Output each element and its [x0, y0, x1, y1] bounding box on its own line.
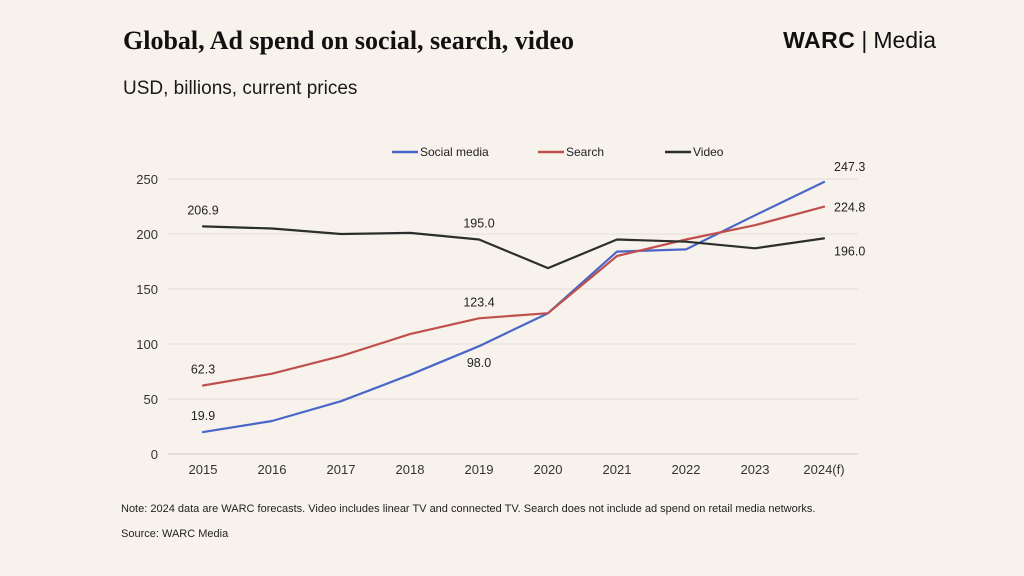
data-label-video: 195.0 — [463, 217, 494, 231]
data-label-search: 123.4 — [463, 295, 494, 309]
x-tick-label: 2023 — [741, 462, 770, 477]
series-lines — [201, 180, 826, 434]
legend: Social media Search Video — [392, 145, 724, 159]
series-line-video — [201, 225, 826, 270]
data-label-search: 62.3 — [191, 362, 215, 376]
x-tick-label: 2016 — [258, 462, 287, 477]
brand-separator: | — [861, 27, 868, 53]
y-tick-label: 0 — [151, 447, 158, 462]
legend-label-search: Search — [566, 145, 604, 159]
series-line-social-media — [201, 180, 826, 434]
x-tick-label: 2021 — [603, 462, 632, 477]
gridlines — [168, 178, 858, 455]
data-label-social-media: 247.3 — [834, 160, 865, 174]
source-note: Source: WARC Media — [121, 528, 229, 540]
legend-label-video: Video — [693, 145, 724, 159]
x-tick-label: 2017 — [327, 462, 356, 477]
brand-logo: WARC | Media — [783, 27, 936, 54]
data-labels: 19.9 98.0 247.3 62.3 123.4 224.8 206.9 195.0 196… — [187, 160, 865, 423]
y-tick-label: 250 — [136, 172, 158, 187]
data-label-search: 224.8 — [834, 201, 865, 215]
chart-title: Global, Ad spend on social, search, vide… — [123, 26, 574, 55]
x-tick-label: 2020 — [534, 462, 563, 477]
x-tick-label: 2015 — [189, 462, 218, 477]
chart-subtitle: USD, billions, current prices — [123, 78, 358, 99]
data-label-video: 206.9 — [187, 203, 218, 217]
series-line-search — [201, 205, 826, 387]
x-axis-ticks: 2015 2016 2017 2018 2019 2020 2021 2022 2023 2024… — [189, 462, 845, 477]
y-tick-label: 100 — [136, 337, 158, 352]
y-tick-label: 200 — [136, 227, 158, 242]
x-tick-label: 2022 — [672, 462, 701, 477]
brand-main: WARC — [783, 27, 856, 53]
x-tick-label: 2019 — [465, 462, 494, 477]
x-tick-label: 2018 — [396, 462, 425, 477]
legend-label-social-media: Social media — [420, 145, 489, 159]
brand-sub: Media — [873, 27, 936, 53]
footnote: Note: 2024 data are WARC forecasts. Vide… — [121, 503, 816, 515]
x-tick-label: 2024(f) — [803, 462, 844, 477]
data-label-social-media: 19.9 — [191, 409, 215, 423]
y-tick-label: 150 — [136, 282, 158, 297]
y-axis-ticks: 0 50 100 150 200 250 — [136, 172, 158, 462]
y-tick-label: 50 — [144, 392, 158, 407]
data-label-video: 196.0 — [834, 244, 865, 258]
data-label-social-media: 98.0 — [467, 356, 491, 370]
